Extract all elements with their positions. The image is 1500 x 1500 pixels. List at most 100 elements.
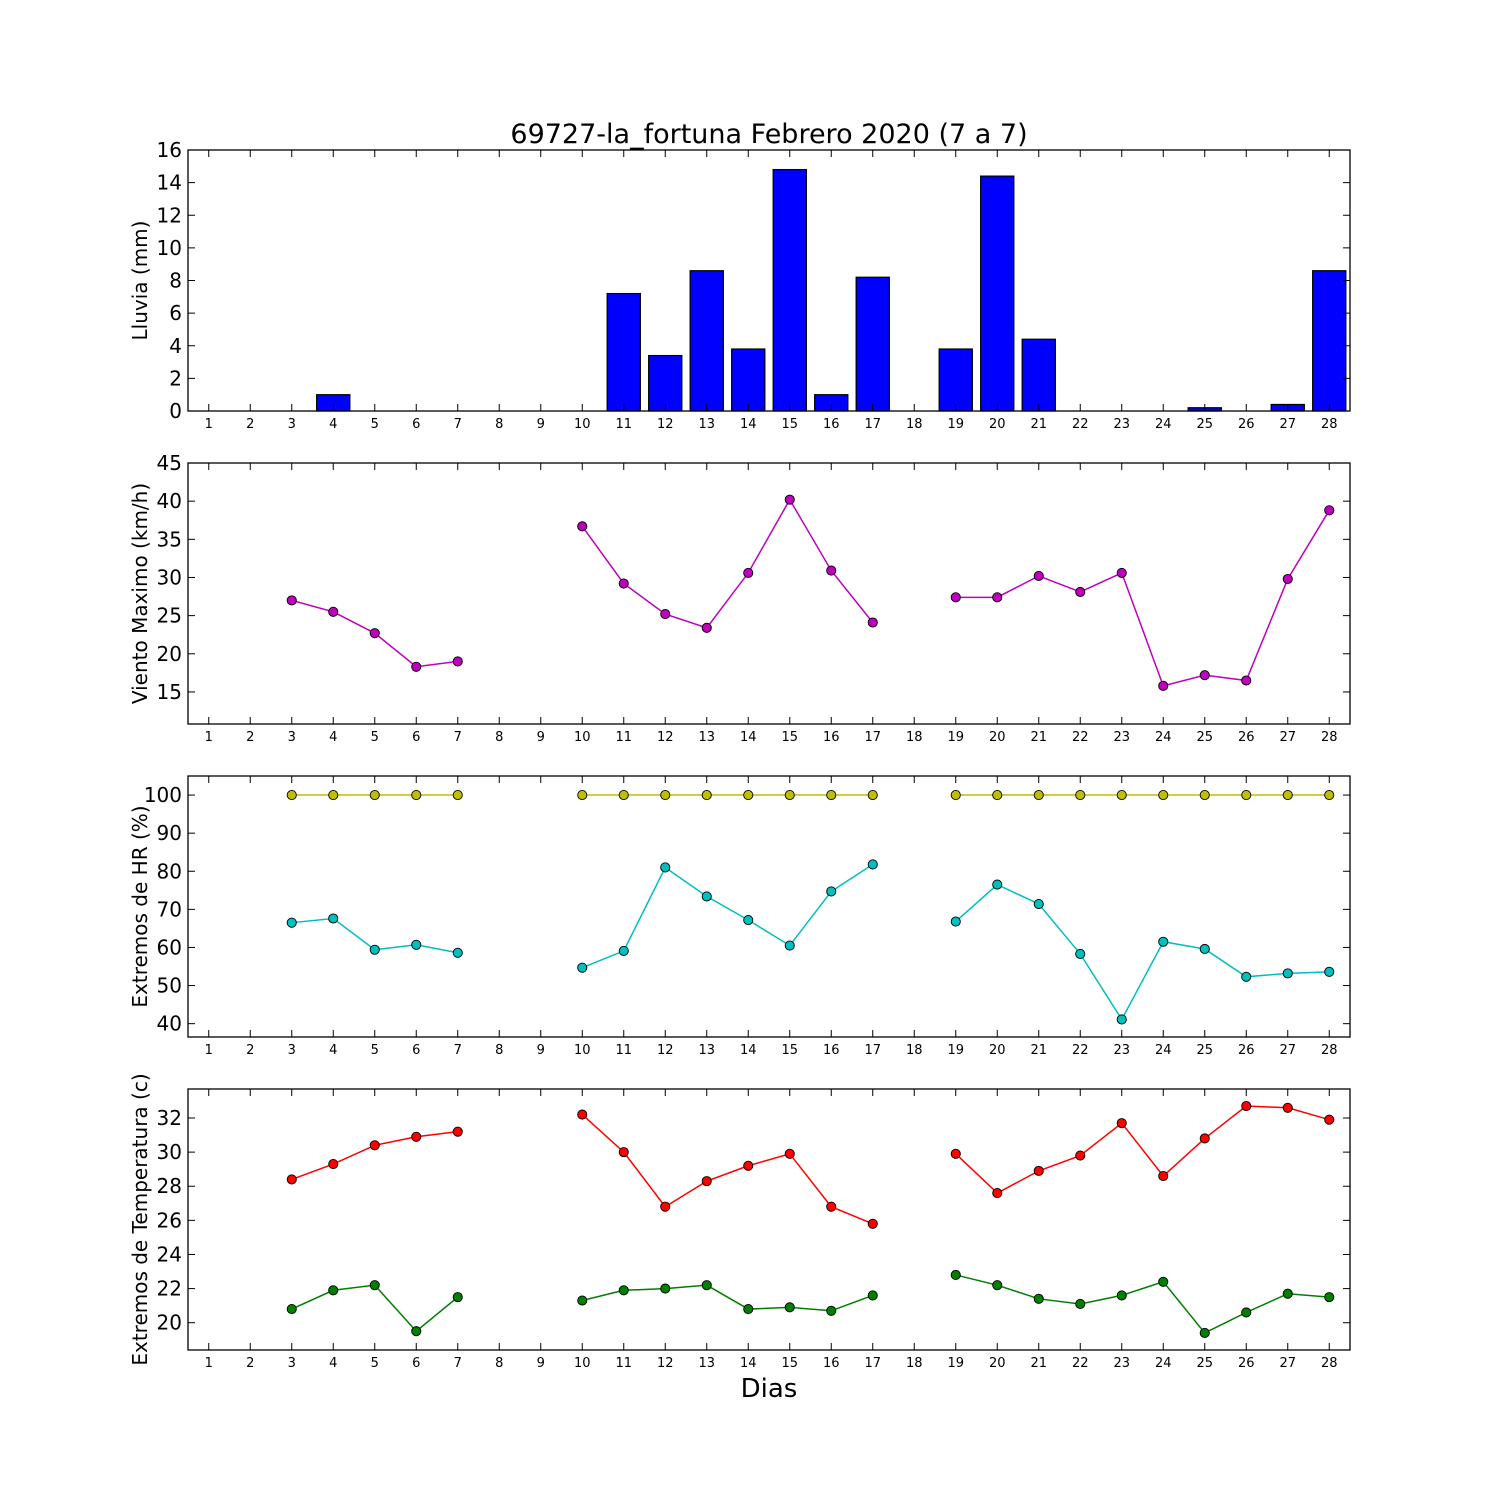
rain-xtick-label: 12 [657, 417, 674, 432]
rain-bar-day-13 [689, 270, 724, 412]
temp-series-1-point-day-20 [992, 1280, 1003, 1291]
wind-series-0-point-day-27 [1282, 573, 1293, 585]
rain-ytick-label: 14 [157, 171, 182, 195]
hr-y-axis-label: Extremos de HR (%) [128, 805, 152, 1007]
hr-series-1-point-day-21 [1033, 898, 1044, 910]
temp-series-1-point-day-19 [950, 1269, 961, 1280]
hr-xtick-label: 22 [1072, 1043, 1089, 1058]
hr-series-0-point-day-20 [992, 790, 1003, 801]
wind-series-0-point-day-12 [660, 609, 671, 620]
hr-series-0-point-day-21 [1033, 790, 1044, 801]
wind-xtick-label: 25 [1196, 730, 1213, 745]
hr-xtick-label: 18 [906, 1043, 923, 1058]
hr-series-1-point-day-4 [328, 913, 339, 924]
temp-series-1-point-day-21 [1033, 1293, 1044, 1304]
hr-series-1-point-day-12 [660, 862, 671, 873]
temp-xtick-label: 27 [1279, 1356, 1296, 1371]
hr-ytick-label: 40 [157, 1012, 182, 1036]
temp-series-0-point-day-16 [826, 1201, 837, 1212]
temp-ytick-label: 20 [157, 1311, 182, 1335]
temp-series-0-point-day-4 [328, 1159, 339, 1170]
hr-xtick-label: 23 [1113, 1043, 1130, 1058]
temp-series-1-point-day-10 [577, 1295, 588, 1306]
temp-xtick-label: 11 [615, 1356, 632, 1371]
temp-xtick-label: 26 [1238, 1356, 1255, 1371]
rain-xtick-label: 17 [864, 417, 881, 432]
wind-series-0-point-day-4 [328, 606, 339, 617]
temp-xtick-label: 16 [823, 1356, 840, 1371]
rain-ytick-label: 0 [169, 399, 182, 423]
hr-xtick-label: 24 [1155, 1043, 1172, 1058]
wind-marks [286, 494, 1335, 691]
hr-xtick-label: 26 [1238, 1043, 1255, 1058]
temp-series-0-point-day-7 [452, 1126, 463, 1137]
temp-series-0-point-day-25 [1199, 1133, 1210, 1144]
temp-series-0-point-day-22 [1075, 1150, 1086, 1161]
temp-series-1-point-day-17 [867, 1290, 878, 1301]
wind-ytick-label: 40 [157, 489, 182, 513]
wind-xtick-label: 1 [205, 730, 213, 745]
hr-series-0-point-day-17 [867, 790, 878, 801]
rain-xtick-label: 7 [454, 417, 462, 432]
temp-series-1-point-day-4 [328, 1285, 339, 1296]
temp-xtick-label: 23 [1113, 1356, 1130, 1371]
temp-series-1-point-day-23 [1116, 1290, 1127, 1301]
hr-series-0-point-day-10 [577, 790, 588, 801]
hr-xtick-label: 20 [989, 1043, 1006, 1058]
rain-ytick-label: 4 [169, 334, 182, 358]
hr-series-0-point-day-7 [452, 790, 463, 801]
temp-xtick-label: 28 [1321, 1356, 1338, 1371]
hr-series-0-point-day-27 [1282, 790, 1293, 801]
hr-series-1-point-day-15 [784, 940, 795, 951]
wind-series-0-point-day-14 [743, 567, 754, 578]
rain-xtick-label: 6 [412, 417, 420, 432]
temp-xtick-label: 20 [989, 1356, 1006, 1371]
wind-series-0-point-day-21 [1033, 570, 1044, 581]
temp-series-1-point-day-5 [369, 1280, 380, 1291]
temp-ytick-label: 22 [157, 1277, 182, 1301]
rain-xtick-label: 11 [615, 417, 632, 432]
wind-xtick-label: 7 [454, 730, 462, 745]
temp-series-1-line-1 [582, 1284, 874, 1312]
temp-ytick-label: 28 [157, 1174, 182, 1198]
temp-xtick-label: 13 [698, 1356, 715, 1371]
rain-bar-day-11 [606, 292, 641, 412]
temp-xtick-label: 3 [288, 1356, 296, 1371]
hr-series-1-point-day-3 [286, 917, 297, 928]
hr-xtick-label: 10 [574, 1043, 591, 1058]
temp-ytick-label: 32 [157, 1106, 182, 1130]
hr-series-1-point-day-10 [577, 962, 588, 973]
hr-series-0-point-day-16 [826, 790, 837, 801]
hr-series-0-point-day-24 [1158, 790, 1169, 801]
wind-series-0-point-day-3 [286, 595, 297, 606]
temp-series-0-point-day-6 [411, 1131, 422, 1142]
hr-series-1-point-day-26 [1241, 971, 1252, 982]
wind-xtick-label: 8 [495, 730, 503, 745]
hr-xtick-label: 5 [371, 1043, 379, 1058]
hr-xtick-label: 12 [657, 1043, 674, 1058]
hr-xtick-label: 8 [495, 1043, 503, 1058]
hr-xtick-label: 11 [615, 1043, 632, 1058]
hr-xtick-label: 3 [288, 1043, 296, 1058]
temp-series-0-point-day-27 [1282, 1102, 1293, 1113]
rain-xtick-label: 24 [1155, 417, 1172, 432]
hr-marks [286, 790, 1335, 1025]
wind-xtick-label: 18 [906, 730, 923, 745]
rain-bar-day-14 [731, 348, 766, 412]
wind-xtick-label: 26 [1238, 730, 1255, 745]
temp-xtick-label: 21 [1030, 1356, 1047, 1371]
wind-series-0-line-2 [955, 509, 1330, 687]
rain-ytick-label: 6 [169, 301, 182, 325]
temp-xtick-label: 25 [1196, 1356, 1213, 1371]
hr-series-1-point-day-22 [1075, 948, 1086, 959]
hr-axes-frame [187, 775, 1351, 1038]
wind-series-0-point-day-5 [369, 628, 380, 639]
wind-xtick-label: 14 [740, 730, 757, 745]
rain-xtick-label: 20 [989, 417, 1006, 432]
wind-axes-frame [187, 462, 1351, 725]
wind-y-axis-label: Viento Maximo (km/h) [128, 483, 152, 704]
wind-series-0-point-day-11 [618, 578, 629, 589]
